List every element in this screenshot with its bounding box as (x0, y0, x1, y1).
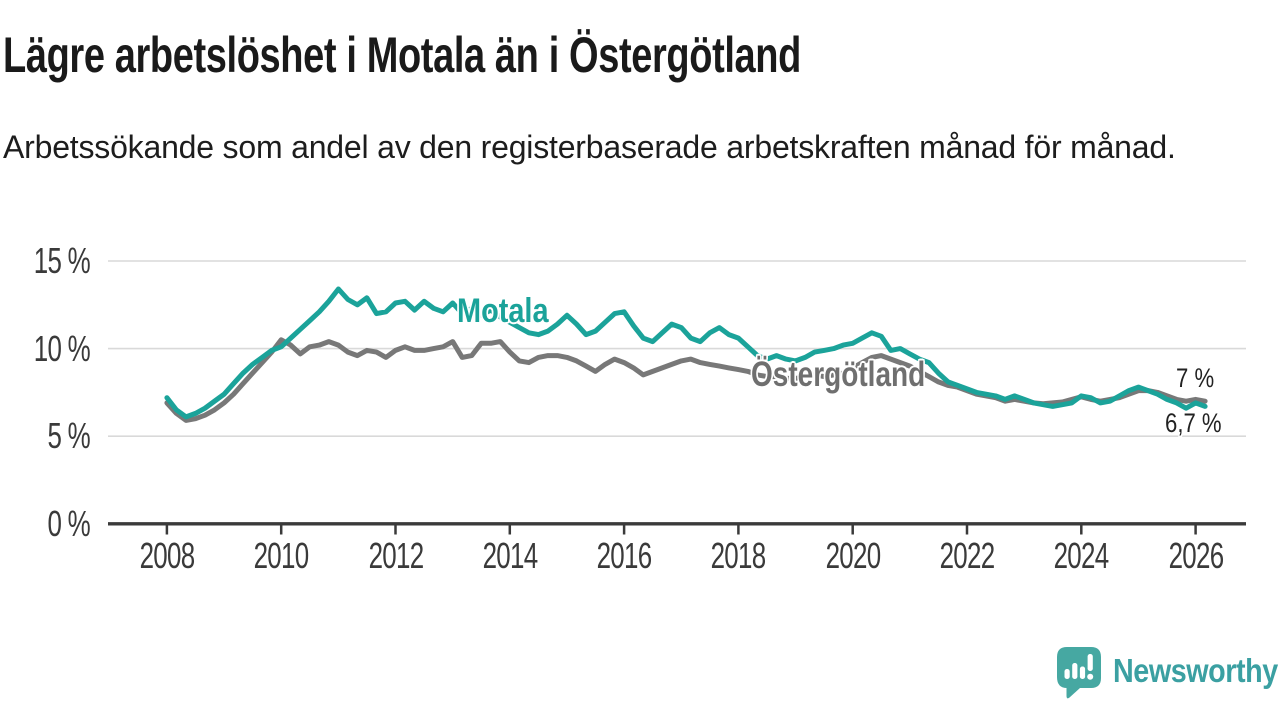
x-axis-label-2014: 2014 (482, 535, 539, 576)
ostergotland-series-label: Östergötland (751, 355, 926, 394)
x-axis-tick-marks (165, 525, 1197, 535)
motala-line (164, 286, 1208, 420)
y-axis-label-15: 15 % (33, 240, 91, 281)
y-axis-label-10: 10 % (33, 328, 91, 369)
newsworthy-wordmark: Newsworthy (1113, 652, 1278, 689)
page-title: Lägre arbetslöshet i Motala än i Östergö… (3, 27, 801, 83)
ostergotland-end-value-label: 7 % (1176, 363, 1215, 393)
x-axis-label-2020: 2020 (825, 535, 882, 576)
motala-end-value-label: 6,7 % (1165, 408, 1222, 438)
chart-subtitle: Arbetssökande som andel av den registerb… (3, 129, 1176, 165)
x-axis-label-2010: 2010 (253, 535, 310, 576)
x-axis-label-2008: 2008 (139, 535, 196, 576)
x-axis-label-2012: 2012 (368, 535, 425, 576)
x-axis-label-2016: 2016 (596, 535, 653, 576)
bar-chart-exclamation-glyph (1064, 654, 1094, 680)
newsworthy-logo: Newsworthy (1056, 646, 1280, 700)
newsworthy-speech-bubble-icon (1057, 647, 1101, 699)
x-axis-label-2024: 2024 (1053, 535, 1110, 576)
speech-bubble-shape (1057, 647, 1101, 699)
y-axis-label-0: 0 % (47, 503, 90, 544)
x-axis-label-2026: 2026 (1168, 535, 1225, 576)
y-axis-label-5: 5 % (47, 415, 90, 456)
x-axis-label-2022: 2022 (939, 535, 996, 576)
x-axis-label-2018: 2018 (710, 535, 767, 576)
motala-series-label: Motala (457, 292, 549, 330)
